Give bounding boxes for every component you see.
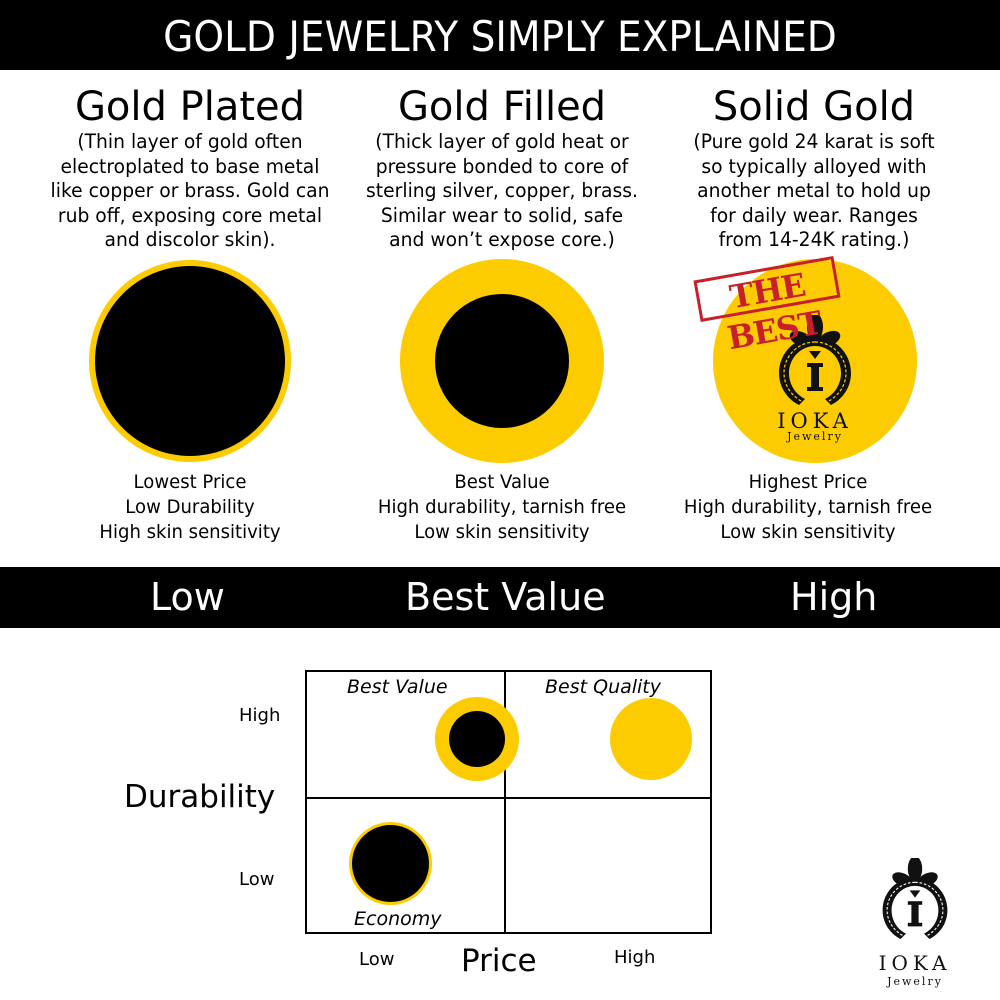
solid-gold-circle-icon: IOKA Jewelry	[713, 259, 917, 463]
quadrant-label-best-quality: Best Quality	[545, 676, 662, 698]
column-title: Gold Plated	[74, 84, 306, 130]
solid-gold-point-icon	[610, 698, 692, 780]
attribute-line: High skin sensitivity	[99, 521, 281, 543]
description-line: and discolor skin).	[104, 228, 276, 252]
attribute-line: Low Durability	[125, 496, 255, 518]
description-line: Similar wear to solid, safe	[380, 203, 624, 227]
x-tick-low: Low	[359, 949, 395, 970]
solid-gold-attributes: Highest Price High durability, tarnish f…	[660, 470, 956, 545]
column-description: (Thin layer of gold often electroplated …	[40, 130, 340, 253]
scale-low-label: Low	[150, 575, 225, 619]
attribute-line: High durability, tarnish free	[683, 496, 933, 518]
scale-mid-label: Best Value	[405, 575, 606, 619]
scale-high-label: High	[790, 575, 878, 619]
ioka-footer-logo-icon	[882, 858, 948, 939]
quadrant-divider-horizontal	[305, 797, 712, 799]
description-line: (Pure gold 24 karat is soft	[693, 130, 935, 153]
gold-filled-circle-icon	[400, 259, 604, 463]
column-gold-plated: Gold Plated (Thin layer of gold often el…	[34, 84, 346, 253]
description-line: so typically alloyed with	[701, 154, 927, 178]
gold-filled-point-icon	[435, 697, 519, 781]
description-line: (Thick layer of gold heat or	[375, 130, 629, 153]
description-line: and won’t expose core.)	[389, 228, 615, 252]
description-line: from 14-24K rating.)	[718, 228, 910, 252]
column-title: Solid Gold	[712, 84, 916, 130]
description-line: pressure bonded to core of	[375, 154, 629, 178]
footer-logo-name: IOKA	[878, 951, 952, 975]
the-best-stamp-badge: THE BEST	[693, 255, 841, 357]
column-title: Gold Filled	[397, 84, 607, 130]
black-core	[95, 266, 285, 456]
black-core	[449, 711, 505, 767]
y-tick-high: High	[239, 705, 281, 726]
x-axis-label: Price	[461, 943, 537, 979]
description-line: another metal to hold up	[697, 179, 931, 203]
ioka-crest-icon	[779, 315, 851, 405]
description-line: (Thin layer of gold often	[77, 130, 303, 153]
attribute-line: High durability, tarnish free	[377, 496, 627, 518]
attribute-line: Best Value	[454, 471, 550, 493]
x-tick-high: High	[614, 947, 656, 968]
footer-logo-subtitle: Jewelry	[887, 975, 943, 988]
attribute-line: Lowest Price	[133, 471, 247, 493]
ioka-logo-name: IOKA	[777, 409, 853, 433]
gold-filled-attributes: Best Value High durability, tarnish free…	[354, 470, 650, 545]
description-line: for daily wear. Ranges	[710, 203, 918, 227]
column-gold-filled: Gold Filled (Thick layer of gold heat or…	[346, 84, 658, 253]
gold-plated-attributes: Lowest Price Low Durability High skin se…	[42, 470, 338, 545]
gold-plated-point-icon	[349, 822, 432, 905]
quadrant-divider-vertical	[504, 670, 506, 934]
black-core	[435, 294, 569, 428]
quadrant-label-best-value: Best Value	[347, 676, 448, 698]
quadrant-chart-frame	[305, 670, 712, 934]
description-line: rub off, exposing core metal	[57, 203, 323, 227]
column-description: (Pure gold 24 karat is soft so typically…	[664, 130, 964, 253]
ioka-logo-subtitle: Jewelry	[787, 430, 843, 443]
scale-banner: Low Best Value High	[0, 567, 1000, 628]
y-tick-low: Low	[239, 869, 275, 890]
quadrant-label-economy: Economy	[354, 908, 442, 930]
attribute-line: Low skin sensitivity	[720, 521, 896, 543]
page-title: GOLD JEWELRY SIMPLY EXPLAINED	[163, 12, 837, 61]
attribute-line: Low skin sensitivity	[414, 521, 590, 543]
column-solid-gold: Solid Gold (Pure gold 24 karat is soft s…	[658, 84, 970, 253]
gold-plated-circle-icon	[89, 260, 291, 462]
black-core	[352, 825, 429, 902]
description-line: like copper or brass. Gold can	[50, 179, 330, 203]
description-line: electroplated to base metal	[60, 154, 320, 178]
y-axis-label: Durability	[124, 779, 276, 815]
column-description: (Thick layer of gold heat or pressure bo…	[352, 130, 652, 253]
header-banner: GOLD JEWELRY SIMPLY EXPLAINED	[0, 0, 1000, 70]
attribute-line: Highest Price	[748, 471, 868, 493]
description-line: sterling silver, copper, brass.	[366, 179, 638, 203]
